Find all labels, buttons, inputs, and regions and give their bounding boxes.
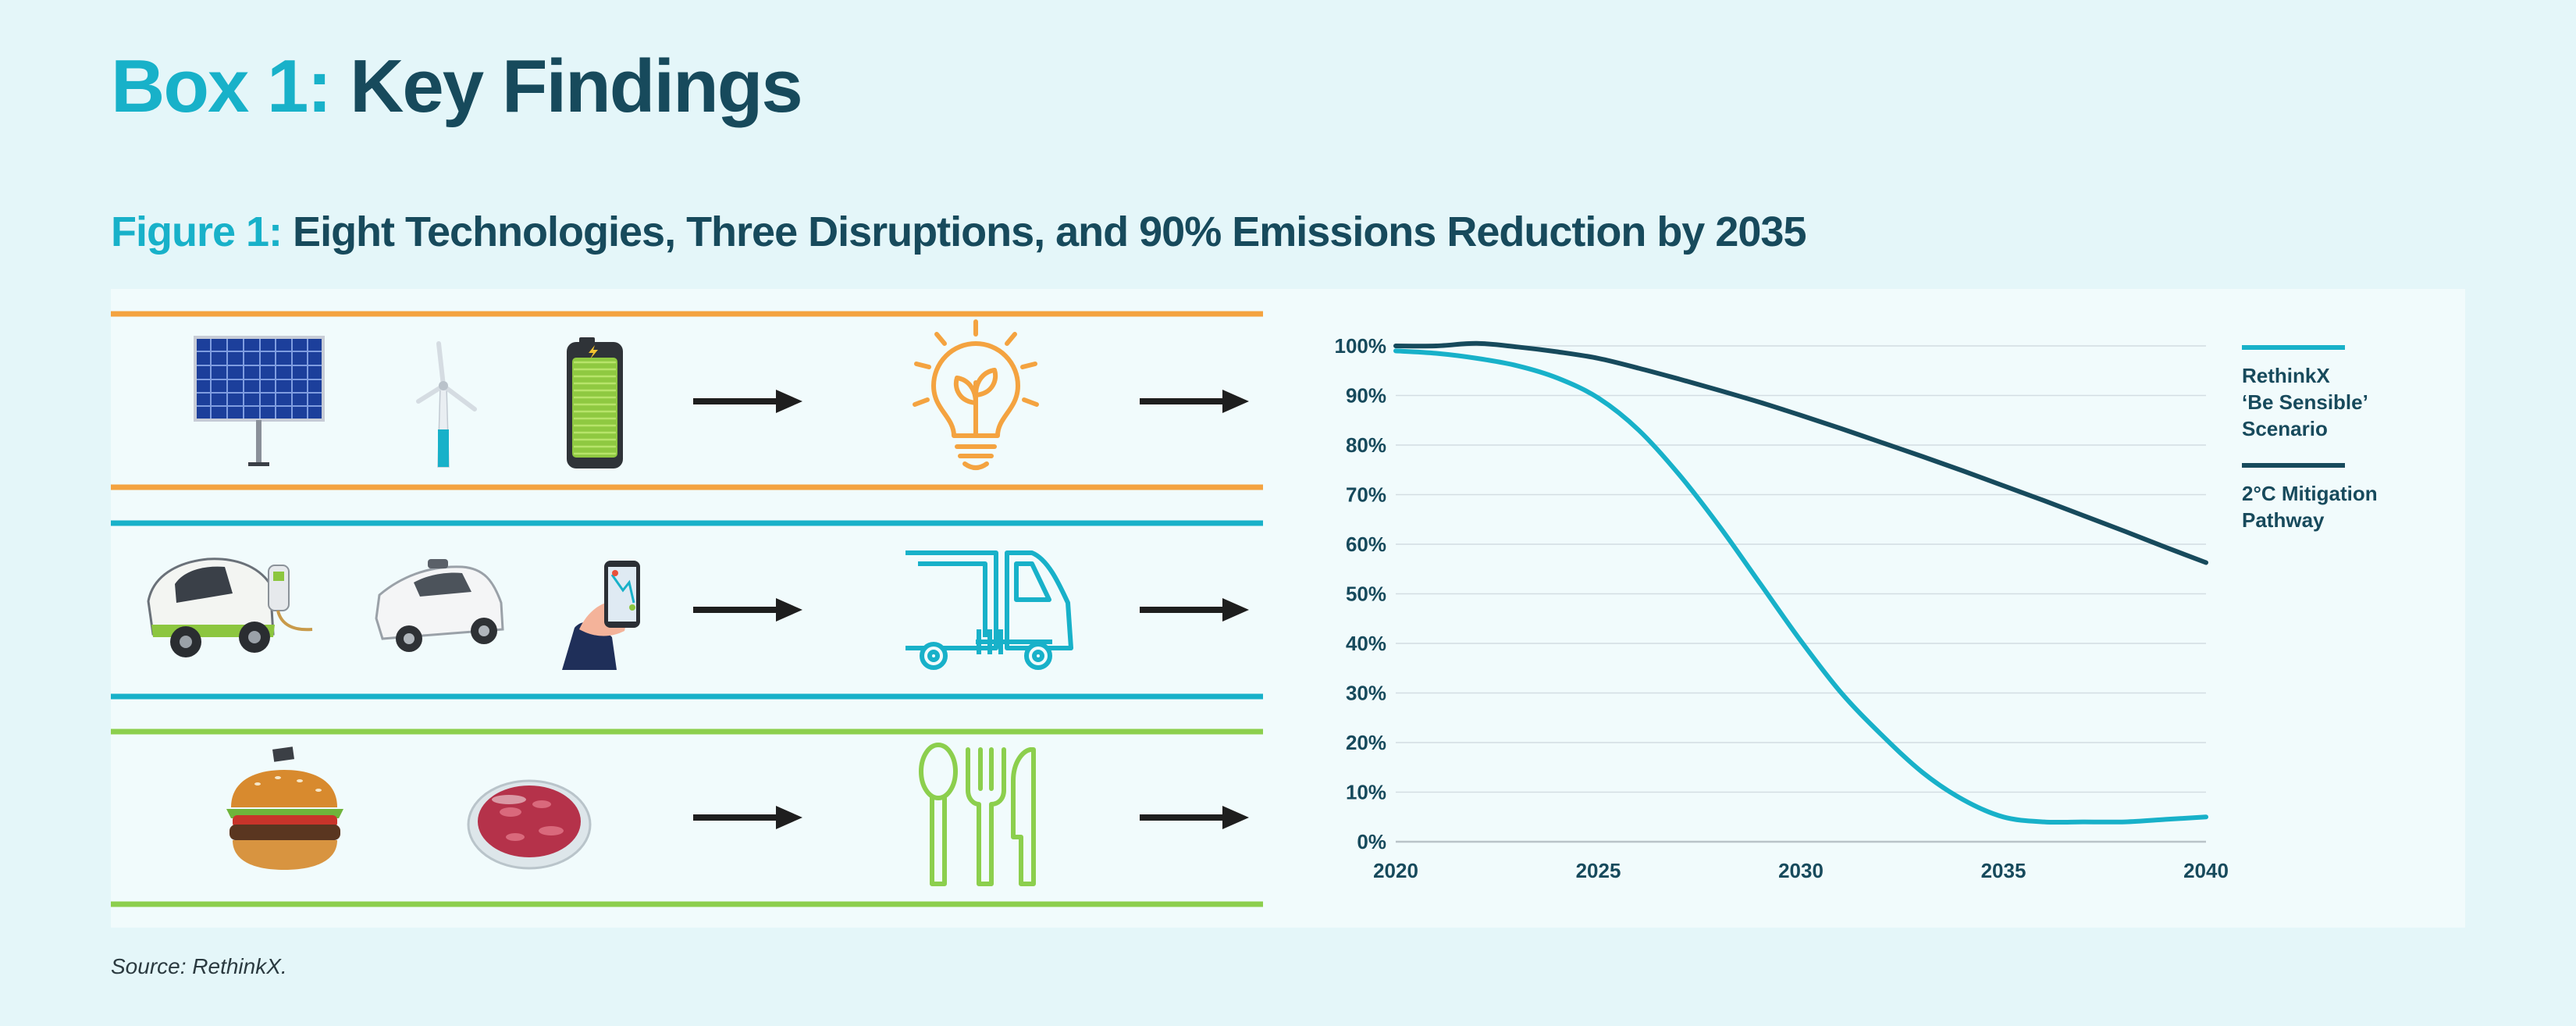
x-tick-label: 2040 xyxy=(2183,859,2229,882)
x-tick-label: 2020 xyxy=(1373,859,1418,882)
x-tick-label: 2035 xyxy=(1981,859,2026,882)
box-label: Box 1: xyxy=(111,45,332,128)
legend-label: Pathway xyxy=(2242,508,2325,532)
x-tick-label: 2030 xyxy=(1778,859,1823,882)
mitigation-pathway-line xyxy=(1393,340,2208,565)
y-tick-label: 60% xyxy=(1346,533,1386,556)
legend-label: 2°C Mitigation xyxy=(2242,482,2378,505)
rethinkx-scenario-line xyxy=(1393,348,2208,825)
chart-grid xyxy=(1396,345,2206,843)
y-tick-label: 90% xyxy=(1346,384,1386,408)
box-heading: Box 1: Key Findings xyxy=(111,45,803,128)
y-tick-label: 70% xyxy=(1346,483,1386,507)
y-tick-label: 50% xyxy=(1346,582,1386,606)
y-tick-label: 100% xyxy=(1335,334,1387,358)
y-tick-label: 80% xyxy=(1346,433,1386,457)
y-tick-label: 20% xyxy=(1346,731,1386,754)
source-note: Source: RethinkX. xyxy=(111,954,287,978)
chart-legend: RethinkX ‘Be Sensible’ Scenario 2°C Mitigat… xyxy=(2242,345,2378,532)
y-axis-ticks: 0% 10% 20% 30% 40% 50% 60% 70% 80% 90% 100% xyxy=(1335,334,1387,853)
figure-title: Eight Technologies, Three Disruptions, a… xyxy=(293,208,1806,255)
box-title: Key Findings xyxy=(350,45,803,128)
y-tick-label: 40% xyxy=(1346,632,1386,655)
chart-series xyxy=(1393,340,2208,825)
figure-label: Figure 1: xyxy=(111,208,283,255)
x-axis-ticks: 2020 2025 2030 2035 2040 xyxy=(1373,859,2229,882)
x-tick-label: 2025 xyxy=(1576,859,1621,882)
y-tick-label: 0% xyxy=(1357,830,1386,853)
legend-label: Scenario xyxy=(2242,417,2328,440)
figure-heading: Figure 1: Eight Technologies, Three Disr… xyxy=(111,208,1806,255)
y-tick-label: 30% xyxy=(1346,682,1386,705)
legend-label: ‘Be Sensible’ xyxy=(2242,390,2368,414)
legend-label: RethinkX xyxy=(2242,364,2330,387)
y-tick-label: 10% xyxy=(1346,781,1386,804)
